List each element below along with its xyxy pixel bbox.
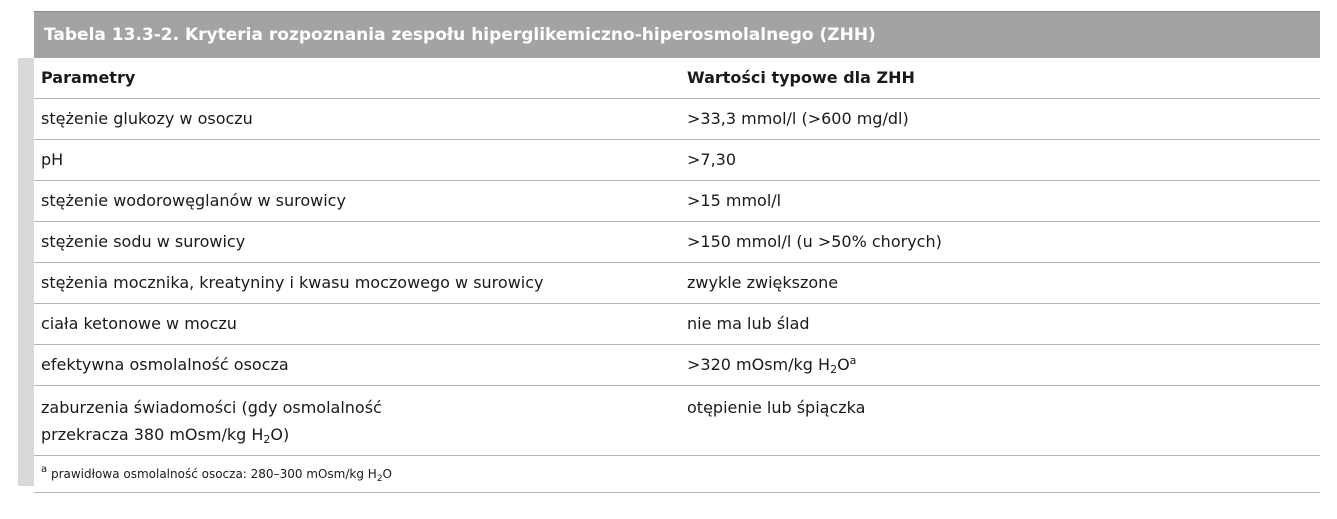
param-cell: stężenie glukozy w osoczu (41, 109, 253, 128)
value-cell: >150 mmol/l (u >50% chorych) (687, 232, 942, 251)
footnote-mark: a (41, 464, 48, 475)
value-text-suffix: O (837, 355, 850, 374)
left-accent-bar (18, 58, 34, 486)
param-cell: ciała ketonowe w moczu (41, 314, 237, 333)
value-cell: >320 mOsm/kg H2Oa (680, 345, 1320, 386)
table-header-row: Parametry Wartości typowe dla ZHH (34, 58, 1320, 99)
param-line-2-suffix: O) (270, 425, 290, 444)
subscript: 2 (263, 433, 271, 446)
table-row: pH >7,30 (34, 140, 1320, 181)
table-row: stężenie wodorowęglanów w surowicy >15 m… (34, 181, 1320, 222)
param-line-1: zaburzenia świadomości (gdy osmolalność (41, 398, 382, 417)
param-line-2: przekracza 380 mOsm/kg H (41, 425, 264, 444)
value-cell: >33,3 mmol/l (>600 mg/dl) (687, 109, 909, 128)
param-cell: stężenie wodorowęglanów w surowicy (41, 191, 346, 210)
subscript: 2 (830, 363, 838, 376)
param-cell: efektywna osmolalność osocza (41, 355, 289, 374)
param-cell: stężenia mocznika, kreatyniny i kwasu mo… (41, 273, 544, 292)
param-cell: zaburzenia świadomości (gdy osmolalność p… (34, 386, 680, 456)
header-wartosci: Wartości typowe dla ZHH (687, 68, 915, 87)
table-title: Tabela 13.3-2. Kryteria rozpoznania zesp… (34, 11, 1320, 58)
subscript: 2 (376, 474, 383, 484)
table-row: stężenie sodu w surowicy >150 mmol/l (u … (34, 222, 1320, 263)
table-row: stężenie glukozy w osoczu >33,3 mmol/l (… (34, 99, 1320, 140)
footnote-text: prawidłowa osmolalność osocza: 280–300 m… (47, 467, 377, 481)
footnote-row: a prawidłowa osmolalność osocza: 280–300… (34, 456, 1320, 493)
value-cell: zwykle zwiększone (687, 273, 839, 292)
footnote: a prawidłowa osmolalność osocza: 280–300… (34, 456, 1320, 493)
param-cell: stężenie sodu w surowicy (41, 232, 246, 251)
value-cell: >15 mmol/l (687, 191, 782, 210)
value-text: >320 mOsm/kg H (687, 355, 831, 374)
header-parametry: Parametry (41, 68, 136, 87)
param-cell: pH (41, 150, 64, 169)
table-row: stężenia mocznika, kreatyniny i kwasu mo… (34, 263, 1320, 304)
table-row: efektywna osmolalność osocza >320 mOsm/k… (34, 345, 1320, 386)
table-row: zaburzenia świadomości (gdy osmolalność p… (34, 386, 1320, 456)
footnote-marker: a (849, 354, 857, 367)
value-cell: >7,30 (687, 150, 737, 169)
table-row: ciała ketonowe w moczu nie ma lub ślad (34, 304, 1320, 345)
criteria-table: Parametry Wartości typowe dla ZHH stężen… (34, 58, 1320, 493)
value-cell: otępienie lub śpiączka (687, 398, 866, 417)
value-cell: nie ma lub ślad (687, 314, 810, 333)
footnote-text-suffix: O (382, 467, 392, 481)
